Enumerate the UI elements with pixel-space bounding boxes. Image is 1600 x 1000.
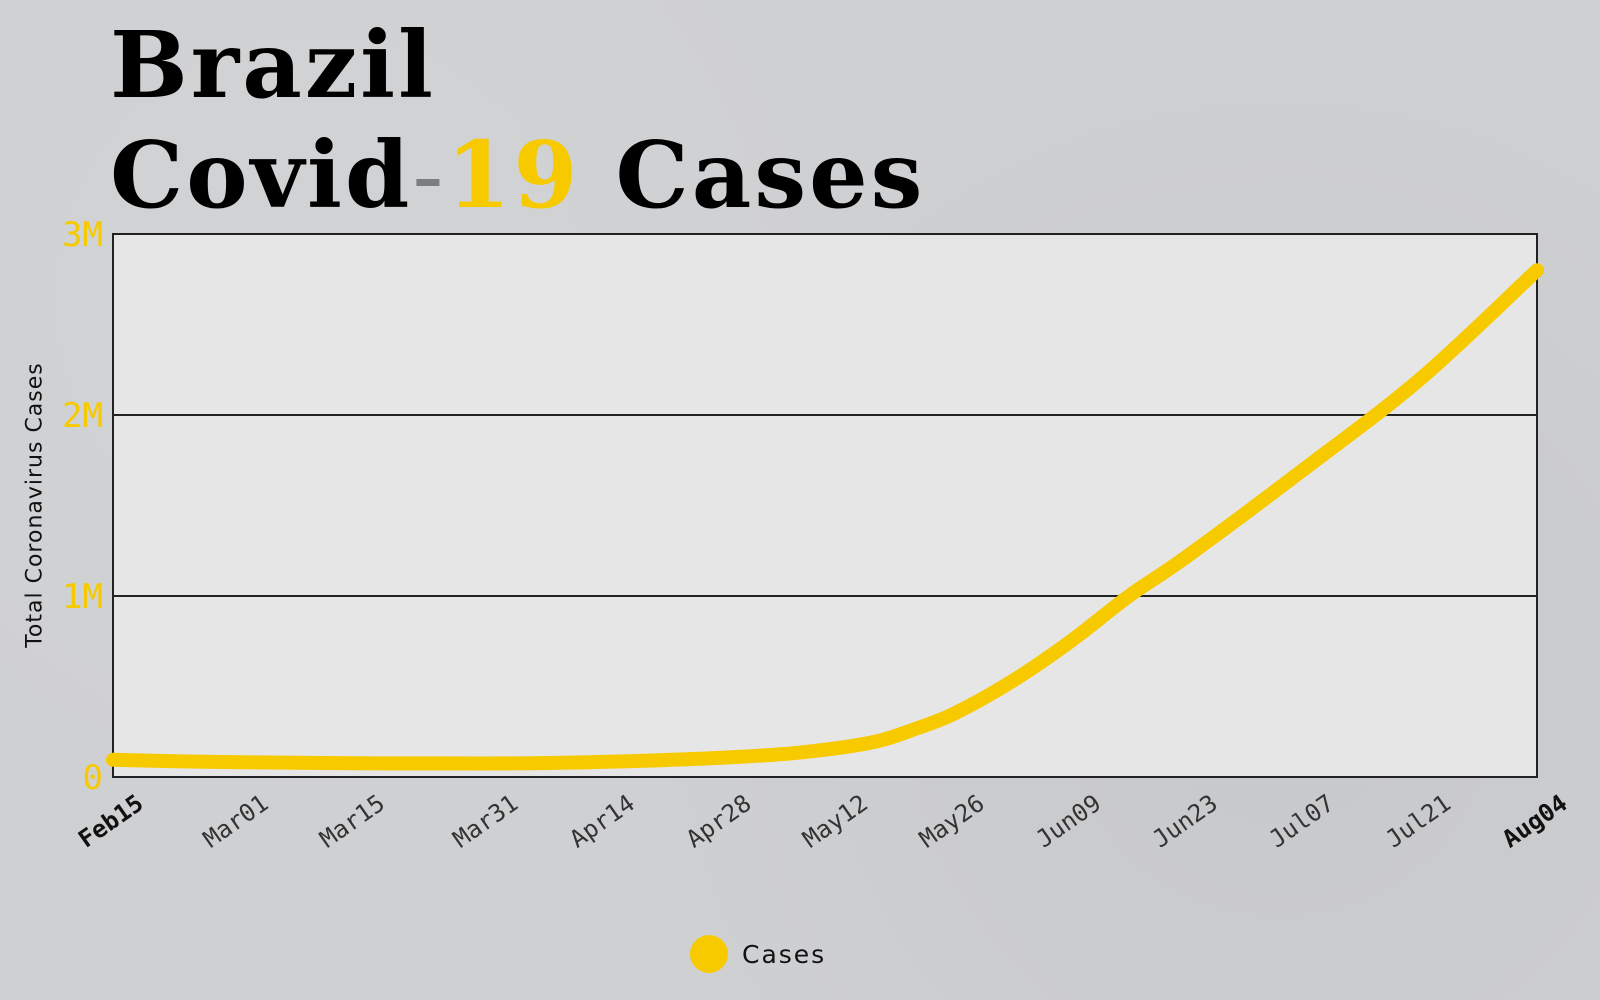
legend-circle-marker-icon (690, 935, 728, 973)
x-tick-label: Mar31 (448, 789, 523, 853)
title-number-19: 19 (446, 121, 581, 229)
x-tick-label: Apr14 (565, 789, 640, 853)
title-line-2: Covid-19 Cases (110, 120, 925, 231)
x-tick-label: Jun09 (1031, 789, 1106, 853)
x-tick-label: Apr28 (681, 789, 756, 853)
series-line-cases (106, 263, 1544, 771)
chart-legend[interactable]: Cases (690, 935, 826, 973)
plot-frame (112, 233, 1538, 778)
y-axis-label: Total Coronavirus Cases (22, 362, 48, 648)
x-tick-label: Aug04 (1497, 789, 1572, 853)
y-tick-label: 1M (62, 577, 103, 617)
x-tick-label: Jul21 (1381, 789, 1456, 853)
title-dash: - (412, 122, 447, 229)
y-tick-label: 0 (83, 758, 103, 798)
x-tick-label: May26 (914, 789, 989, 853)
title-cases-word: Cases (615, 121, 926, 229)
y-tick-label: 3M (62, 215, 103, 255)
legend-label: Cases (742, 939, 827, 969)
x-tick-label: Jun23 (1147, 789, 1222, 853)
title-covid-word: Covid (110, 121, 413, 229)
x-tick-label: May12 (798, 789, 873, 853)
plot-area (113, 234, 1537, 777)
x-tick-label: Feb15 (73, 789, 148, 853)
x-tick-label: Mar01 (198, 789, 273, 853)
x-tick-label: Mar15 (315, 789, 390, 853)
y-tick-label: 2M (62, 396, 103, 436)
chart-title: Brazil Covid-19 Cases (110, 10, 925, 231)
title-line-1: Brazil (110, 11, 436, 119)
x-tick-label: Jul07 (1264, 789, 1339, 853)
